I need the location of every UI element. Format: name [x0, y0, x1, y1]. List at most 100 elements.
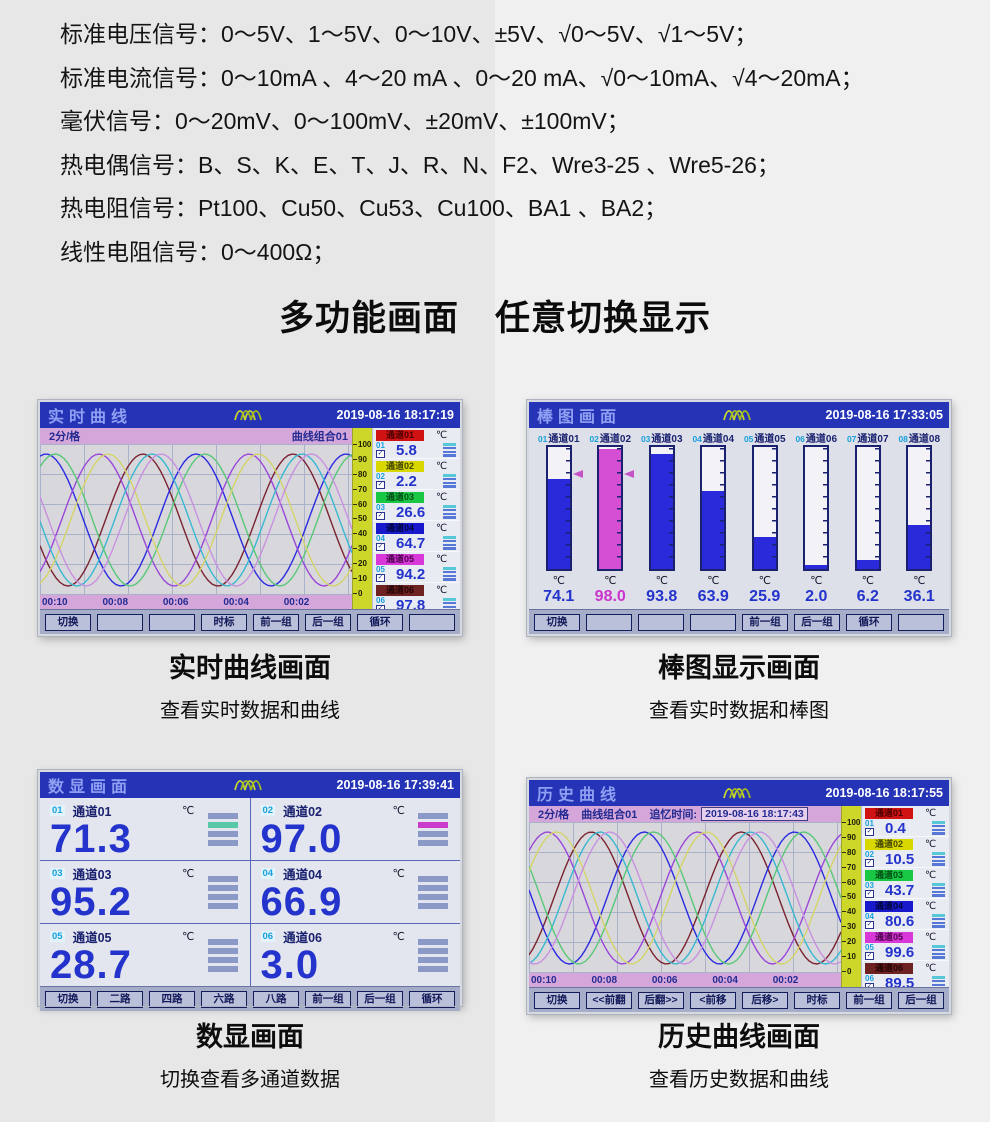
unit-label: ℃: [925, 808, 937, 819]
curve-area: 2分/格 曲线组合01 追忆时间: 2019-08-16 18:17:43 00…: [529, 806, 841, 987]
channel-checkbox[interactable]: ✓: [376, 481, 385, 489]
channel-name-chip: 通道04: [376, 523, 424, 534]
softkey-blank-button[interactable]: [690, 613, 736, 631]
y-tick: 100: [353, 440, 372, 449]
softkey-button[interactable]: 后一组: [305, 613, 351, 631]
softkey-button[interactable]: 切换: [534, 613, 580, 631]
channel-row: 通道02 ℃ 02 ✓ 10.5: [862, 837, 949, 868]
channel-checkbox[interactable]: ✓: [865, 952, 874, 960]
softkey-blank-button[interactable]: [97, 613, 143, 631]
channel-row-header: 通道04 ℃: [376, 522, 457, 535]
alarm-marker-icon: [624, 470, 635, 479]
y-tick: 90: [353, 455, 372, 464]
channel-value: 2.0: [805, 588, 828, 605]
softkey-button[interactable]: 八路: [253, 990, 299, 1008]
channel-row: 通道01 ℃ 01 ✓ 0.4: [862, 806, 949, 837]
softkey-blank-button[interactable]: [898, 613, 944, 631]
channel-cell: 01 通道01 ℃ 71.3: [40, 798, 250, 860]
softkey-button[interactable]: 后翻>>: [638, 991, 684, 1009]
channel-cell-header: 06 通道06: [260, 929, 453, 945]
channel-checkbox[interactable]: ✓: [865, 921, 874, 929]
softkey-button[interactable]: 后移>: [742, 991, 788, 1009]
channel-row: 通道01 ℃ 01 ✓ 5.8: [373, 428, 460, 459]
trend-bar: [443, 481, 456, 484]
channel-value: 25.9: [749, 588, 781, 605]
softkey-button[interactable]: 循环: [846, 613, 892, 631]
channel-name-chip: 通道02: [865, 839, 913, 850]
channel-name: 通道05: [754, 434, 786, 445]
channel-row-header: 通道03 ℃: [376, 491, 457, 504]
softkey-button[interactable]: <<前翻: [586, 991, 632, 1009]
channel-label: 05通道05: [744, 430, 786, 445]
softkey-blank-button[interactable]: [638, 613, 684, 631]
y-tick: 60: [353, 500, 372, 509]
y-tick-label: 70: [847, 862, 856, 872]
softkey-button[interactable]: 后一组: [898, 991, 944, 1009]
softkey-button[interactable]: 时标: [794, 991, 840, 1009]
channel-id-block: 01 ✓: [865, 820, 878, 836]
channel-checkbox[interactable]: ✓: [376, 450, 385, 458]
spec-line-resistance: 线性电阻信号：0～400Ω；: [60, 238, 336, 265]
channel-checkbox[interactable]: ✓: [865, 890, 874, 898]
softkey-button[interactable]: 循环: [357, 613, 403, 631]
trend-bar: [932, 828, 945, 831]
channel-checkbox[interactable]: ✓: [376, 512, 385, 520]
y-tick-label: 100: [358, 440, 372, 449]
softkey-button[interactable]: 前一组: [846, 991, 892, 1009]
softkey-button[interactable]: 前一组: [305, 990, 351, 1008]
softkey-button[interactable]: 前一组: [253, 613, 299, 631]
bar-column: 06通道06 ℃ 2.0: [791, 430, 843, 609]
channel-name: 通道06: [805, 434, 838, 445]
channel-checkbox[interactable]: ✓: [865, 859, 874, 867]
softkey-button[interactable]: 切换: [534, 991, 580, 1009]
softkey-button[interactable]: 四路: [149, 990, 195, 1008]
recall-time-value[interactable]: 2019-08-16 18:17:43: [701, 807, 808, 821]
unit-label: ℃: [925, 839, 937, 850]
softkey-button[interactable]: 切换: [45, 990, 91, 1008]
softkey-blank-button[interactable]: [409, 613, 455, 631]
channel-checkbox[interactable]: ✓: [376, 543, 385, 551]
unit-label: ℃: [925, 901, 937, 912]
channel-id: 04: [865, 912, 874, 921]
softkey-button[interactable]: 切换: [45, 613, 91, 631]
bar-track: [906, 445, 933, 571]
softkey-button[interactable]: 后一组: [794, 613, 840, 631]
softkey-button[interactable]: 前一组: [742, 613, 788, 631]
channel-row: 通道02 ℃ 02 ✓ 2.2: [373, 459, 460, 490]
channel-label: 01通道01: [538, 430, 580, 445]
y-tick-label: 50: [847, 892, 856, 902]
level-bar: [418, 813, 448, 819]
level-bar: [207, 813, 238, 819]
softkey-blank-button[interactable]: [586, 613, 632, 631]
channel-checkbox[interactable]: ✓: [865, 828, 874, 836]
softkey-button[interactable]: 后一组: [357, 990, 403, 1008]
level-bar: [418, 966, 448, 972]
curve-subbar: 2分/格 曲线组合01 追忆时间: 2019-08-16 18:17:43: [529, 806, 841, 822]
bar-ticks: [771, 448, 776, 568]
softkey-button[interactable]: 六路: [201, 990, 247, 1008]
channel-checkbox[interactable]: ✓: [376, 574, 385, 582]
trend-bar: [932, 894, 945, 897]
trend-curve: [529, 831, 841, 965]
softkey-button[interactable]: 循环: [409, 990, 455, 1008]
y-tick-label: 50: [358, 514, 367, 524]
channel-id: 05: [865, 943, 874, 952]
trend-bars-icon: [932, 914, 945, 928]
level-bars-icon: [418, 813, 448, 846]
bar-fill: [702, 490, 725, 569]
x-tick-label: 00:02: [772, 974, 799, 986]
softkey-blank-button[interactable]: [149, 613, 195, 631]
y-tick-label: 80: [358, 469, 367, 479]
unit-label: ℃: [758, 575, 771, 587]
softkey-button[interactable]: 二路: [97, 990, 143, 1008]
brand-logo-icon: [723, 788, 751, 799]
trend-bar: [932, 914, 945, 917]
bar-track: [803, 445, 830, 571]
unit-label: ℃: [925, 870, 937, 881]
level-bar: [207, 876, 238, 882]
channel-row-value: 05 ✓ 94.2: [376, 566, 457, 583]
channel-value: 10.5: [885, 850, 915, 868]
channel-row-value: 01 ✓ 0.4: [865, 820, 946, 837]
softkey-button[interactable]: <前移: [690, 991, 736, 1009]
softkey-button[interactable]: 时标: [201, 613, 247, 631]
